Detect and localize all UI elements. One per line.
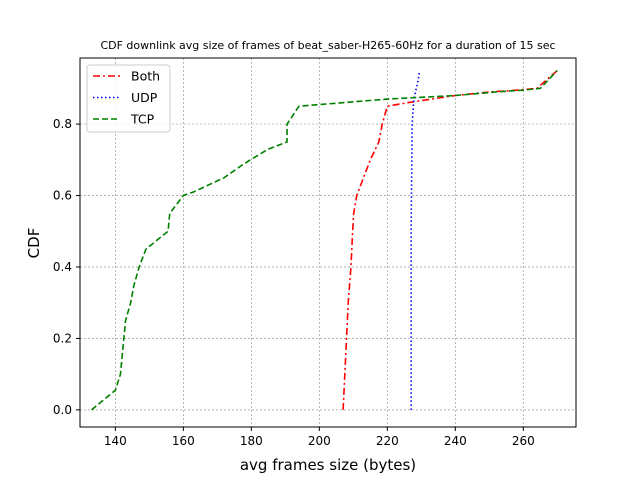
chart-title: CDF downlink avg size of frames of beat_… [100,39,555,52]
y-axis-label: CDF [25,228,43,259]
x-tick-label: 260 [512,434,535,448]
y-axis-ticks: 0.0 0.2 0.4 0.6 0.8 [53,117,80,417]
x-tick-label: 200 [308,434,331,448]
x-tick-label: 220 [376,434,399,448]
x-axis-label: avg frames size (bytes) [240,456,416,474]
legend: Both UDP TCP [86,64,171,133]
y-tick-label: 0.2 [53,331,72,345]
x-tick-label: 160 [172,434,195,448]
legend-label-both: Both [131,69,160,84]
x-axis-ticks: 140 160 180 200 220 240 260 [104,427,535,448]
legend-box [86,64,171,133]
series-lines [91,69,558,411]
legend-label-udp: UDP [131,90,158,105]
x-tick-label: 180 [240,434,263,448]
plot-frame [79,57,577,428]
legend-label-tcp: TCP [130,112,155,127]
x-tick-label: 240 [444,434,467,448]
y-tick-label: 0.4 [53,260,72,274]
x-tick-label: 140 [104,434,127,448]
y-tick-label: 0.8 [53,117,72,131]
series-line-udp [410,72,421,410]
y-tick-label: 0.0 [53,403,72,417]
series-line-tcp [91,69,558,411]
y-tick-label: 0.6 [53,189,72,203]
series-line-both [342,69,558,410]
